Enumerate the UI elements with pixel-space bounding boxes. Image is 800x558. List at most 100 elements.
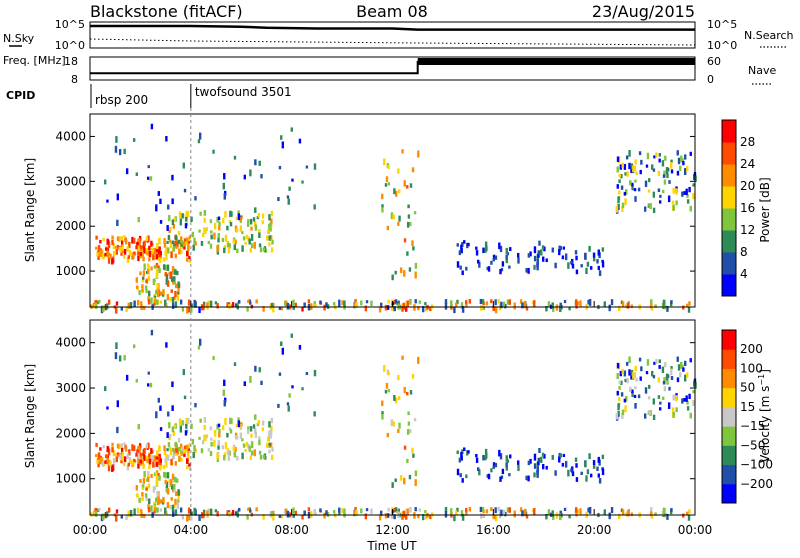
time-tick-label-2: 08:00 bbox=[274, 523, 309, 537]
power-echo-343 bbox=[232, 239, 235, 244]
power-echo-527 bbox=[525, 306, 529, 311]
power-echo-265 bbox=[249, 218, 253, 225]
power-echo-308 bbox=[235, 228, 239, 233]
velocity-echo-88 bbox=[152, 461, 155, 468]
velocity-echo-686 bbox=[596, 466, 599, 471]
power-echo-372 bbox=[175, 245, 178, 249]
velocity-echo-500 bbox=[154, 507, 157, 511]
power-echo-88 bbox=[152, 254, 155, 261]
power-echo-688 bbox=[597, 265, 600, 271]
velocity-ylabel: Slant Range [km] bbox=[23, 364, 37, 468]
velocity-echo-342 bbox=[198, 436, 201, 440]
velocity-echo-218 bbox=[142, 477, 146, 484]
velocity-echo-89 bbox=[96, 459, 99, 464]
power-echo-304 bbox=[172, 246, 176, 252]
velocity-echo-659 bbox=[417, 356, 420, 364]
power-echo-613 bbox=[626, 302, 630, 309]
velocity-echo-842 bbox=[632, 371, 635, 379]
velocity-echo-545 bbox=[370, 508, 373, 514]
power-echo-742 bbox=[564, 253, 568, 261]
velocity-echo-178 bbox=[169, 505, 172, 510]
power-echo-323 bbox=[177, 230, 181, 236]
power-echo-763 bbox=[619, 164, 623, 170]
velocity-echo-858 bbox=[626, 377, 629, 384]
power-echo-689 bbox=[516, 252, 520, 258]
power-echo-476 bbox=[115, 306, 118, 314]
power-echo-96 bbox=[139, 251, 142, 257]
power-echo-871 bbox=[167, 204, 170, 210]
power-echo-233 bbox=[157, 288, 160, 295]
power-echo-131 bbox=[99, 239, 102, 244]
velocity-echo-241 bbox=[228, 427, 232, 431]
power-echo-867 bbox=[194, 196, 197, 201]
power-echo-386 bbox=[153, 302, 156, 306]
power-echo-235 bbox=[166, 294, 170, 301]
velocity-echo-576 bbox=[159, 508, 163, 512]
power-echo-185 bbox=[147, 263, 150, 268]
velocity-echo-483 bbox=[96, 508, 100, 512]
velocity-echo-208 bbox=[135, 484, 138, 491]
power-echo-289 bbox=[184, 241, 188, 246]
velocity-echo-307 bbox=[200, 448, 204, 454]
velocity-echo-564 bbox=[405, 509, 408, 516]
velocity-echo-583 bbox=[497, 506, 500, 512]
power-echo-90 bbox=[100, 251, 103, 257]
power-echo-426 bbox=[552, 306, 555, 312]
power-echo-796 bbox=[655, 152, 658, 158]
velocity-echo-648 bbox=[401, 355, 404, 360]
velocity-echo-627 bbox=[406, 458, 409, 464]
power-echo-606 bbox=[94, 300, 97, 304]
power-colorbar-swatch-6 bbox=[722, 142, 736, 165]
power-echo-299 bbox=[167, 247, 170, 254]
power-echo-317 bbox=[269, 222, 272, 228]
power-echo-694 bbox=[465, 266, 468, 271]
velocity-echo-249 bbox=[234, 446, 237, 452]
power-ytick-label-2: 2000 bbox=[55, 219, 86, 233]
velocity-echo-619 bbox=[343, 508, 346, 515]
velocity-echo-568 bbox=[500, 509, 503, 517]
power-echo-269 bbox=[224, 210, 227, 218]
velocity-echo-653 bbox=[414, 470, 418, 477]
power-echo-371 bbox=[258, 229, 261, 233]
velocity-colorbar-tick-4: −15 bbox=[740, 419, 765, 433]
velocity-echo-294 bbox=[217, 444, 220, 450]
power-echo-6 bbox=[106, 247, 110, 252]
velocity-echo-321 bbox=[270, 417, 274, 424]
power-echo-275 bbox=[199, 211, 202, 216]
power-echo-398 bbox=[587, 299, 590, 305]
velocity-echo-821 bbox=[668, 386, 671, 391]
power-echo-501 bbox=[98, 299, 101, 304]
power-echo-414 bbox=[147, 299, 151, 305]
power-echo-205 bbox=[171, 266, 175, 273]
power-echo-645 bbox=[381, 193, 384, 200]
power-echo-210 bbox=[138, 290, 141, 296]
power-echo-329 bbox=[223, 245, 227, 250]
velocity-echo-310 bbox=[213, 439, 216, 447]
velocity-echo-522 bbox=[559, 513, 562, 521]
power-echo-180 bbox=[147, 275, 151, 281]
velocity-colorbar-swatch-7 bbox=[722, 349, 736, 369]
power-echo-293 bbox=[242, 236, 246, 241]
power-echo-431 bbox=[235, 303, 238, 307]
power-echo-130 bbox=[175, 240, 178, 247]
station-title: Blackstone (fitACF) bbox=[90, 2, 243, 21]
power-echo-826 bbox=[630, 163, 634, 170]
velocity-echo-658 bbox=[408, 474, 412, 480]
velocity-echo-579 bbox=[193, 507, 196, 515]
velocity-echo-589 bbox=[393, 514, 396, 519]
power-echo-678 bbox=[542, 256, 545, 262]
power-echo-697 bbox=[466, 242, 469, 249]
velocity-echo-647 bbox=[398, 422, 401, 429]
power-echo-652 bbox=[383, 158, 386, 166]
velocity-echo-808 bbox=[681, 364, 684, 368]
velocity-echo-139 bbox=[155, 461, 159, 467]
velocity-echo-58 bbox=[138, 452, 142, 456]
power-echo-580 bbox=[314, 303, 317, 308]
power-echo-137 bbox=[126, 246, 129, 252]
velocity-echo-684 bbox=[575, 477, 579, 482]
power-echo-266 bbox=[177, 239, 181, 244]
velocity-echo-826 bbox=[630, 369, 634, 376]
velocity-echo-887 bbox=[155, 411, 158, 419]
velocity-echo-566 bbox=[480, 513, 483, 519]
velocity-echo-261 bbox=[250, 433, 253, 438]
